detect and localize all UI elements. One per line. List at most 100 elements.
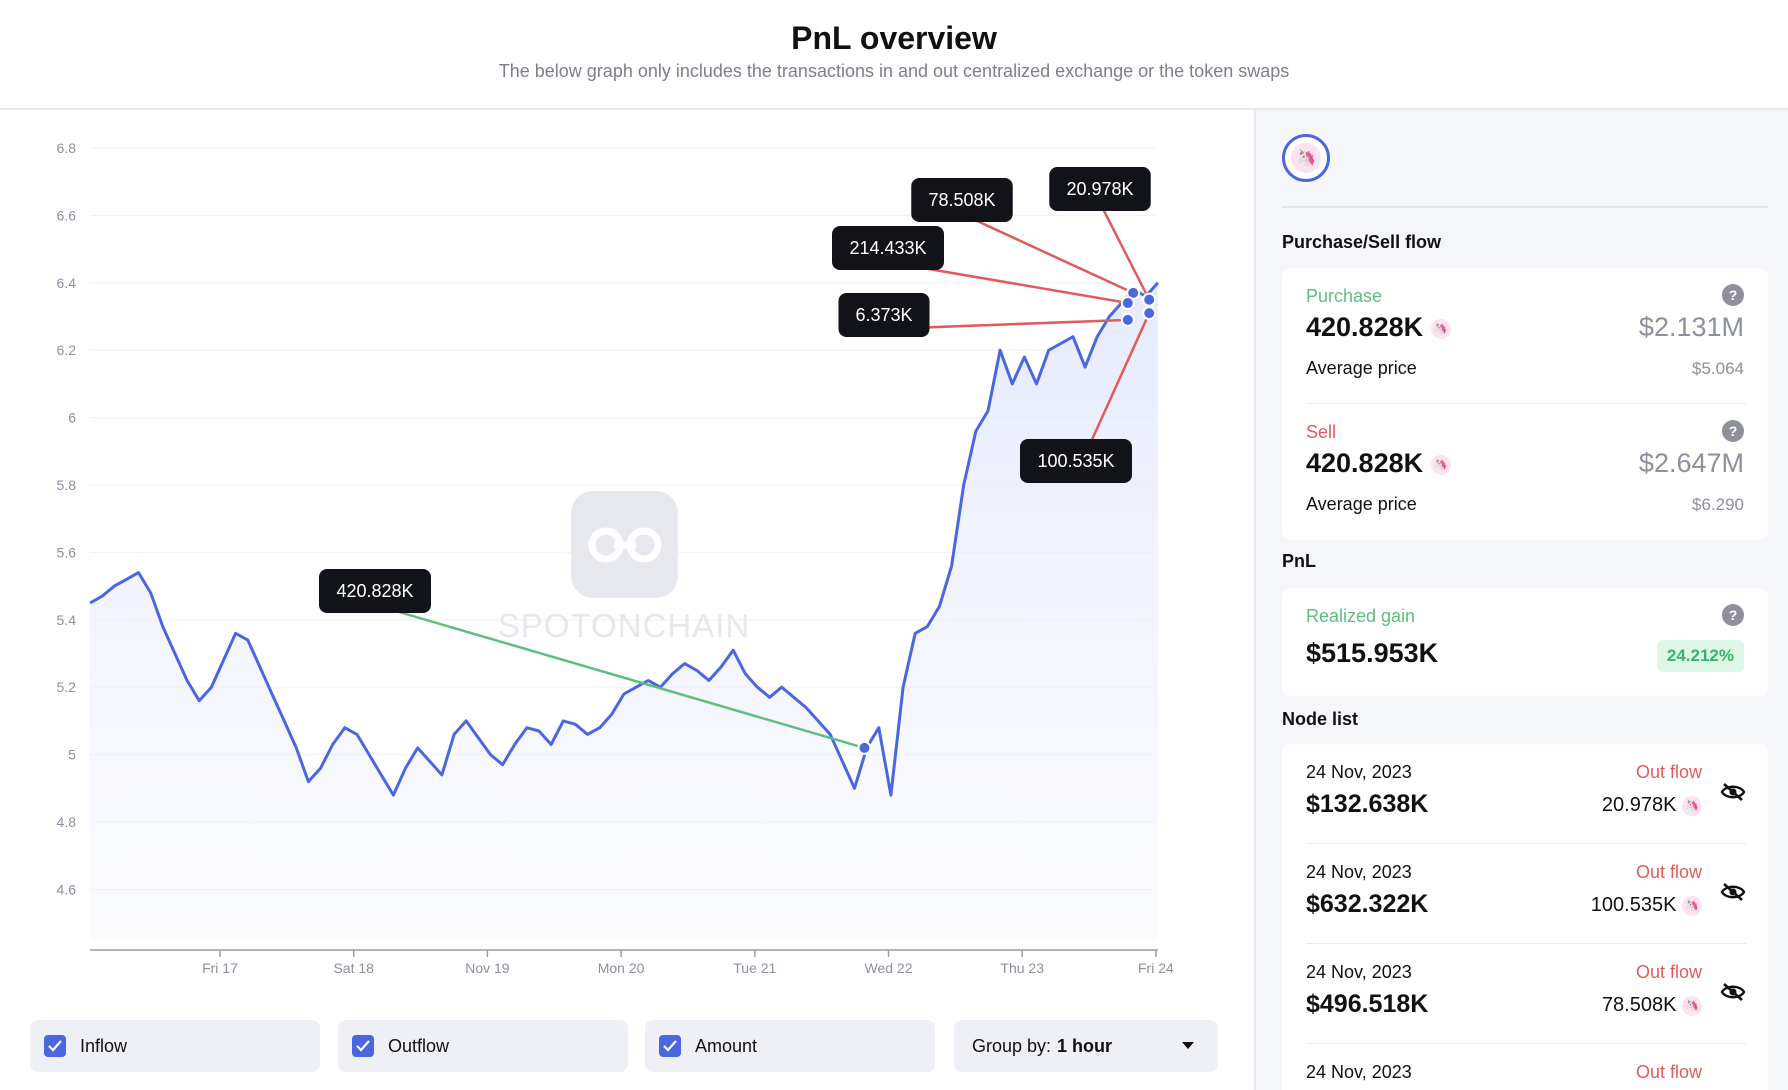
sell-avg-value: $6.290 [1692,495,1744,514]
watermark: SPOTONCHAIN [498,491,750,644]
node-date: 24 Nov, 2023 [1306,1062,1412,1082]
annotation-bubble[interactable]: 78.508K [911,178,1013,222]
annotation-bubble-bg [911,178,1013,222]
purchase-avg-value: $5.064 [1692,359,1744,378]
uniswap-token-icon: 🦄 [1682,795,1702,816]
chevron-down-icon [1182,1042,1194,1049]
node-date: 24 Nov, 2023 [1306,862,1412,882]
sidebar: 🦄 Purchase/Sell flow Purchase ? 420.828K… [1254,110,1788,1090]
realized-gain-label: Realized gain [1306,606,1416,626]
node-amount: 78.508K 🦄 [1602,994,1702,1017]
x-tick-label: Tue 21 [733,960,776,976]
annotation-bubble[interactable]: 20.978K [1049,167,1151,211]
annotation-label: 420.828K [336,581,413,601]
purchase-amount-value: 420.828K [1306,312,1424,342]
chart-area: 6.8 6.6 6.4 6.2 6 5.8 5.6 5.4 5.2 5 4.8 4.6 SPOTONC… [0,110,1254,1090]
node-usd: $496.518K [1306,990,1429,1018]
annotation-point[interactable] [1120,296,1135,311]
amount-label: Amount [695,1035,758,1056]
sell-avg-label: Average price [1306,494,1417,514]
sell-amount: 420.828K 🦄 [1306,448,1451,479]
eye-off-icon[interactable] [1720,782,1746,802]
node-flow: Out flow [1635,962,1702,982]
chart-area-fill [90,282,1158,940]
purchase-usd: $2.131M [1638,312,1744,342]
annotation-label: 20.978K [1066,179,1133,199]
purchase-label: Purchase [1306,286,1383,306]
y-tick-label: 6.2 [57,342,77,358]
node-usd: $132.638K [1306,790,1429,818]
y-tick-label: 5.2 [57,679,77,695]
node-date: 24 Nov, 2023 [1306,762,1412,782]
pnl-percent-badge: 24.212% [1656,640,1744,672]
divider [1306,403,1746,404]
node-item[interactable]: 24 Nov, 2023 Out flow $132.638K 20.978K … [1282,744,1768,844]
pnl-line-chart[interactable]: 6.8 6.6 6.4 6.2 6 5.8 5.6 5.4 5.2 5 4.8 4.6 SPOTONC… [0,110,1254,1010]
annotation-point[interactable] [1142,292,1157,307]
annotation-point[interactable] [1142,306,1157,321]
checkbox-checked-icon[interactable] [659,1035,681,1057]
divider [1306,943,1746,944]
x-tick-label: Sat 18 [333,960,374,976]
annotation-label: 78.508K [928,190,995,210]
realized-gain-value: $515.953K [1306,638,1439,668]
node-item[interactable]: 24 Nov, 2023 Out flow $632.322K 100.535K… [1282,844,1768,944]
purchase-sell-flow-title: Purchase/Sell flow [1282,232,1442,252]
node-list[interactable]: 24 Nov, 2023 Out flow $132.638K 20.978K … [1282,744,1768,1090]
annotation-bubble-bg [1049,167,1151,211]
annotation-bubble[interactable]: 214.433K [832,226,944,270]
x-tick-label: Fri 24 [1138,960,1174,976]
node-item[interactable]: 24 Nov, 2023 Out flow $496.518K 78.508K … [1282,944,1768,1044]
watermark-text: SPOTONCHAIN [498,607,750,644]
y-tick-label: 6.6 [57,207,77,223]
y-tick-label: 5.6 [57,544,77,560]
node-amount-value: 100.535K [1590,894,1677,916]
annotation-connector [1098,202,1151,301]
annotation-bubble[interactable]: 100.535K [1020,439,1132,483]
annotation-bubble-bg [832,226,944,270]
pnl-card: Realized gain ? $515.953K 24.212% [1282,588,1768,696]
y-tick-label: 4.8 [57,814,77,830]
node-amount-value: 78.508K [1601,994,1677,1016]
uniswap-token-icon[interactable]: 🦄 [1282,134,1330,182]
annotation-point[interactable] [1120,312,1135,327]
purchase-sell-card: Purchase ? 420.828K 🦄 $2.131M Average pr… [1282,268,1768,540]
checkbox-checked-icon[interactable] [44,1035,66,1057]
eye-off-icon[interactable] [1720,882,1746,902]
uniswap-token-icon: 🦄 [1682,995,1702,1016]
node-usd: $632.322K [1306,890,1429,918]
annotation-point[interactable] [857,740,872,755]
divider [1282,206,1768,208]
node-amount: 100.535K 🦄 [1591,894,1702,917]
annotation-bubble[interactable]: 420.828K [319,569,431,613]
series-line [89,281,1160,797]
annotation-bubble-bg [319,569,431,613]
x-tick-label: Nov 19 [465,960,510,976]
checkbox-checked-icon[interactable] [352,1035,374,1057]
pnl-title: PnL [1282,551,1316,571]
y-tick-label: 5.8 [57,477,77,493]
inflow-label: Inflow [80,1035,128,1056]
x-tick-label: Thu 23 [1000,960,1044,976]
node-flow: Out flow [1635,1062,1702,1082]
group-by-select[interactable]: Group by: 1 hour [954,1020,1218,1072]
help-icon[interactable]: ? [1722,604,1744,626]
group-by-label: Group by: [972,1035,1052,1056]
y-tick-label: 6.4 [57,275,77,291]
help-icon[interactable]: ? [1722,420,1744,442]
sell-usd: $2.647M [1638,448,1744,478]
x-tick-label: Mon 20 [598,960,645,976]
divider [1306,1043,1746,1044]
annotation-bubble[interactable]: 6.373K [838,293,930,337]
amount-toggle[interactable]: Amount [645,1020,935,1072]
eye-off-icon[interactable] [1720,982,1746,1002]
help-icon[interactable]: ? [1722,284,1744,306]
x-tick-label: Fri 17 [202,960,238,976]
page-subtitle: The below graph only includes the transa… [498,61,1290,81]
inflow-toggle[interactable]: Inflow [30,1020,320,1072]
node-item[interactable]: 24 Nov, 2023 Out flow [1282,1044,1768,1090]
outflow-label: Outflow [388,1035,450,1056]
outflow-toggle[interactable]: Outflow [338,1020,628,1072]
annotation-label: 100.535K [1037,451,1114,471]
group-by-value: 1 hour [1057,1035,1113,1056]
